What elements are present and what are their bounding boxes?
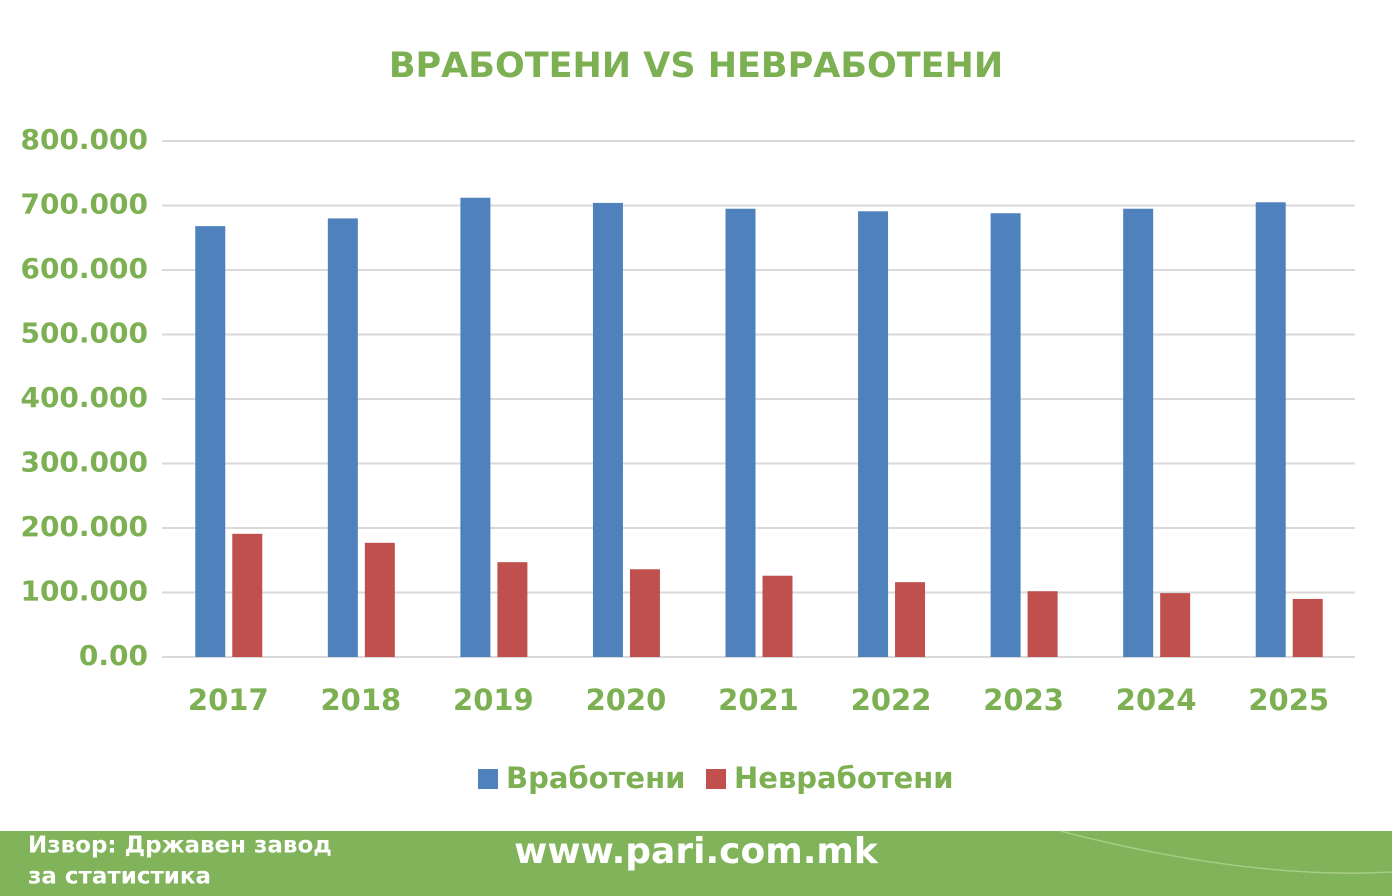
x-tick-label: 2019 (453, 683, 534, 717)
y-tick-label: 400.000 (20, 381, 148, 414)
legend-swatch (478, 769, 498, 789)
bar (762, 575, 793, 657)
y-tick-label: 600.000 (20, 252, 148, 285)
bar (1160, 593, 1191, 657)
x-tick-label: 2018 (320, 683, 401, 717)
bar (195, 226, 226, 657)
bar (895, 582, 926, 657)
x-tick-label: 2020 (586, 683, 667, 717)
footer-decoration (1059, 830, 1392, 874)
x-tick-label: 2021 (718, 683, 799, 717)
bar (990, 213, 1021, 658)
y-tick-label: 100.000 (20, 575, 148, 608)
bar (1255, 202, 1286, 657)
bar (629, 569, 660, 657)
footer-source: за статистика (28, 864, 211, 890)
chart-title: ВРАБОТЕНИ VS НЕВРАБОТЕНИ (389, 46, 1003, 86)
bar (858, 211, 889, 657)
y-tick-label: 300.000 (20, 446, 148, 479)
bar (592, 202, 623, 658)
bar (1123, 208, 1154, 657)
legend-label: Невработени (734, 761, 954, 795)
legend-swatch (706, 769, 726, 789)
bar (364, 542, 395, 657)
bar (1292, 598, 1323, 657)
x-tick-label: 2024 (1116, 683, 1197, 717)
x-tick-label: 2023 (983, 683, 1064, 717)
bar (497, 562, 528, 657)
x-tick-label: 2022 (851, 683, 932, 717)
footer-website: www.pari.com.mk (514, 831, 879, 872)
legend-label: Вработени (506, 761, 685, 795)
footer-source: Извор: Државен завод (28, 833, 332, 859)
bar (725, 208, 756, 657)
y-tick-label: 800.000 (20, 123, 148, 156)
y-tick-label: 700.000 (20, 188, 148, 221)
footer-band (0, 831, 1392, 896)
y-tick-label: 200.000 (20, 510, 148, 543)
x-tick-label: 2017 (188, 683, 269, 717)
bar (327, 218, 358, 657)
y-tick-label: 0.00 (79, 639, 148, 672)
x-tick-label: 2025 (1248, 683, 1329, 717)
y-tick-label: 500.000 (20, 317, 148, 350)
bar (460, 197, 491, 657)
bar (232, 533, 263, 657)
bar (1027, 591, 1058, 657)
